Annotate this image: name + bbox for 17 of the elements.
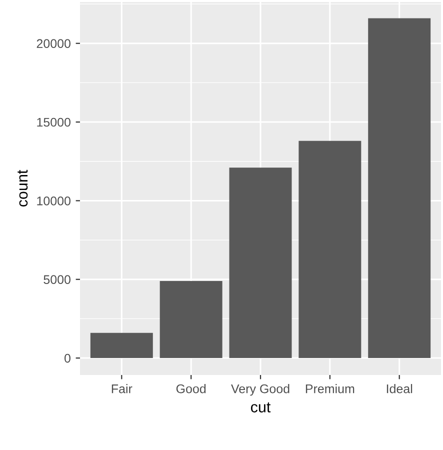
bar — [90, 332, 153, 358]
x-tick-label: Fair — [112, 384, 132, 394]
bar — [298, 140, 362, 358]
y-tick-label: 0 — [64, 354, 70, 363]
x-axis-title: cut — [250, 402, 271, 412]
x-tick-label: Ideal — [386, 384, 412, 394]
x-tick-label: Good — [176, 384, 206, 394]
bar — [368, 18, 431, 358]
bar — [229, 168, 292, 358]
bar — [160, 280, 222, 358]
x-tick-label: Very Good — [231, 384, 290, 396]
y-tick-label: 5000 — [44, 275, 70, 284]
y-tick-label: 20000 — [36, 39, 70, 48]
x-tick-label: Premium — [306, 384, 354, 394]
y-axis-title: count — [18, 170, 28, 207]
y-tick-label: 10000 — [37, 196, 70, 206]
y-tick-label: 15000 — [37, 118, 70, 127]
